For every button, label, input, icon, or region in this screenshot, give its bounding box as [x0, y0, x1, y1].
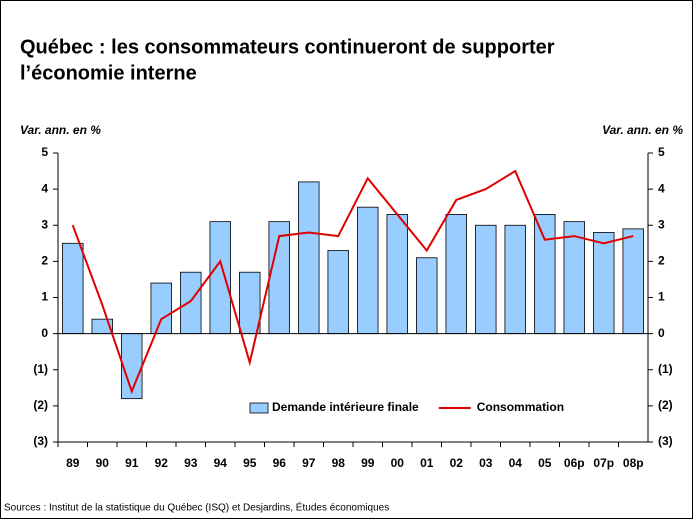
x-tick-label: 92 — [155, 456, 169, 470]
y-axis-label: Var. ann. en % — [20, 123, 101, 137]
y-tick-label: 5 — [41, 145, 48, 159]
y-tick-label: (1) — [33, 362, 48, 376]
bar — [239, 271, 261, 335]
x-tick-label: 03 — [479, 456, 493, 470]
source: Sources : Institut de la statistique du … — [4, 501, 389, 514]
x-tick-label: 93 — [184, 456, 198, 470]
y-tick-label: 3 — [658, 217, 665, 231]
y-tick-label: (2) — [658, 398, 673, 412]
x-tick-label: 06p — [564, 456, 585, 470]
x-tick-label: 01 — [420, 456, 434, 470]
x-tick-label: 91 — [125, 456, 139, 470]
bar — [327, 250, 349, 335]
y2-axis-label: Var. ann. en % — [602, 123, 683, 137]
bar — [622, 228, 644, 335]
bar — [209, 221, 231, 335]
y-tick-label: 4 — [658, 181, 665, 195]
y-tick-label: (1) — [658, 362, 673, 376]
x-tick-label: 95 — [243, 456, 257, 470]
bar — [386, 214, 408, 335]
legend-label: Consommation — [477, 400, 564, 414]
bar — [357, 206, 379, 335]
y-tick-label: (3) — [658, 434, 673, 448]
y-tick-label: (3) — [33, 434, 48, 448]
y-tick-label: 1 — [41, 290, 48, 304]
bar — [504, 224, 526, 335]
bar — [445, 214, 467, 335]
x-tick-label: 98 — [332, 456, 346, 470]
x-tick-label: 90 — [96, 456, 110, 470]
x-tick-label: 07p — [593, 456, 614, 470]
bar — [298, 181, 320, 335]
x-tick-label: 05 — [538, 456, 552, 470]
legend-swatch — [249, 402, 269, 414]
legend-label: Demande intérieure finale — [272, 400, 419, 414]
y-tick-label: 2 — [41, 254, 48, 268]
bar — [180, 271, 202, 335]
x-tick-label: 04 — [509, 456, 523, 470]
bar — [593, 232, 615, 335]
chart-title: l’économie interne — [20, 62, 197, 84]
y-tick-label: 0 — [41, 326, 48, 340]
chart-title: Québec : les consommateurs continueront … — [20, 36, 555, 58]
y-tick-label: 2 — [658, 254, 665, 268]
y-tick-label: (2) — [33, 398, 48, 412]
x-tick-label: 97 — [302, 456, 316, 470]
bar — [150, 282, 172, 335]
y-tick-label: 4 — [41, 181, 48, 195]
y-tick-label: 3 — [41, 217, 48, 231]
x-tick-label: 00 — [391, 456, 405, 470]
x-tick-label: 02 — [450, 456, 464, 470]
x-tick-label: 99 — [361, 456, 375, 470]
x-tick-label: 89 — [66, 456, 80, 470]
bar — [475, 224, 497, 335]
bar — [62, 242, 84, 335]
y-tick-label: 1 — [658, 290, 665, 304]
x-tick-label: 08p — [623, 456, 644, 470]
x-tick-label: 96 — [273, 456, 287, 470]
y-tick-label: 5 — [658, 145, 665, 159]
line-series — [71, 169, 634, 395]
bar — [416, 257, 438, 335]
y-tick-label: 0 — [658, 326, 665, 340]
bar — [534, 214, 556, 335]
x-tick-label: 94 — [214, 456, 228, 470]
